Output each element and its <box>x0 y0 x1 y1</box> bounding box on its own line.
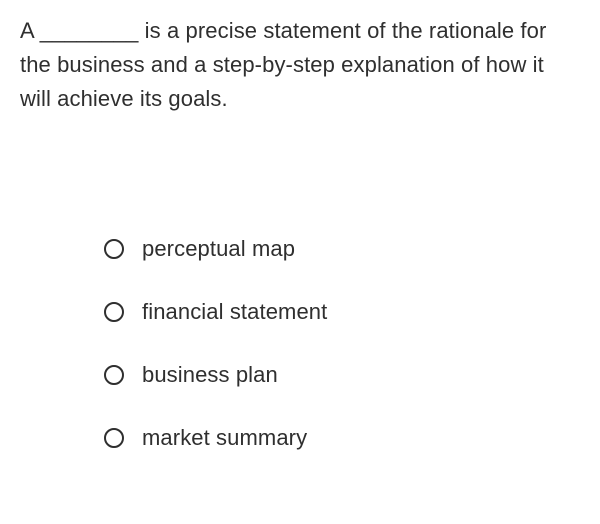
option-label: business plan <box>142 362 278 388</box>
option-financial-statement[interactable]: financial statement <box>104 299 580 325</box>
radio-icon <box>104 428 124 448</box>
radio-icon <box>104 365 124 385</box>
option-label: perceptual map <box>142 236 295 262</box>
radio-icon <box>104 239 124 259</box>
radio-icon <box>104 302 124 322</box>
options-group: perceptual map financial statement busin… <box>20 236 580 451</box>
option-label: financial statement <box>142 299 327 325</box>
option-business-plan[interactable]: business plan <box>104 362 580 388</box>
option-label: market summary <box>142 425 307 451</box>
option-perceptual-map[interactable]: perceptual map <box>104 236 580 262</box>
option-market-summary[interactable]: market summary <box>104 425 580 451</box>
question-text: A ________ is a precise statement of the… <box>20 14 580 116</box>
